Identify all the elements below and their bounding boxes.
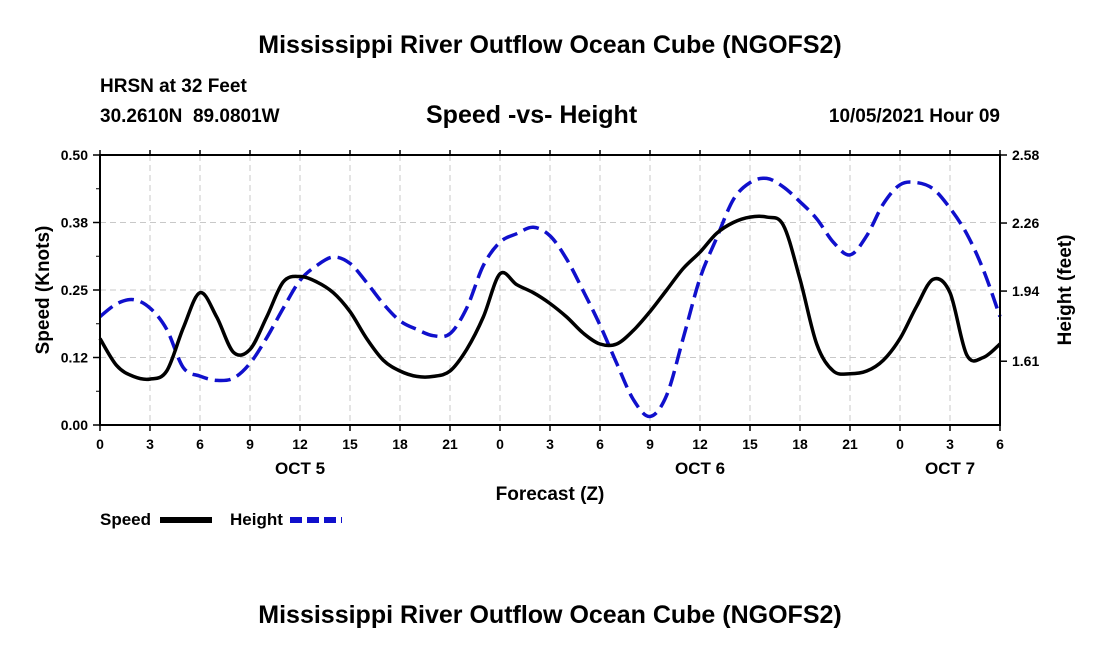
y2-tick-label: 2.58 — [1012, 147, 1039, 163]
y2-tick-label: 1.61 — [1012, 353, 1039, 369]
x-axis-label: Forecast (Z) — [496, 484, 605, 505]
x-tick-label: 0 — [896, 436, 904, 452]
y-tick-label: 0.00 — [61, 417, 88, 433]
x-tick-label: 3 — [546, 436, 554, 452]
x-tick-label: 6 — [196, 436, 204, 452]
x-tick-label: 21 — [842, 436, 858, 452]
x-tick-label: 0 — [496, 436, 504, 452]
y-tick-label: 0.12 — [61, 350, 88, 366]
legend-speed-label: Speed — [100, 510, 151, 529]
y2-tick-label: 2.26 — [1012, 215, 1039, 231]
footer-title: Mississippi River Outflow Ocean Cube (NG… — [258, 601, 842, 629]
y-tick-label: 0.50 — [61, 147, 88, 163]
x-tick-label: 6 — [996, 436, 1004, 452]
x-tick-label: 0 — [96, 436, 104, 452]
chart-grid — [100, 155, 1000, 425]
x-tick-label: 3 — [146, 436, 154, 452]
day-label: OCT 7 — [925, 459, 975, 478]
x-tick-label: 6 — [596, 436, 604, 452]
speed-series-line — [98, 214, 1002, 382]
y-tick-label: 0.38 — [61, 215, 88, 231]
x-tick-label: 15 — [342, 436, 358, 452]
legend: Speed Height — [100, 510, 342, 529]
y-axis-label: Speed (Knots) — [33, 226, 54, 355]
chart-main-title: Mississippi River Outflow Ocean Cube (NG… — [258, 31, 842, 59]
x-tick-label: 9 — [646, 436, 654, 452]
station-label: HRSN at 32 Feet — [100, 76, 247, 97]
height-series-line — [98, 176, 1002, 419]
legend-height-label: Height — [230, 510, 283, 529]
y2-axis-label: Height (feet) — [1055, 235, 1076, 346]
forecast-datetime: 10/05/2021 Hour 09 — [828, 106, 1000, 127]
day-label: OCT 6 — [675, 459, 725, 478]
x-tick-label: 18 — [792, 436, 808, 452]
x-tick-label: 12 — [292, 436, 308, 452]
chart-subtitle: Speed -vs- Height — [426, 101, 638, 129]
x-tick-label: 9 — [246, 436, 254, 452]
x-tick-label: 21 — [442, 436, 458, 452]
station-coordinates: 30.2610N 89.0801W — [100, 106, 280, 127]
x-tick-label: 3 — [946, 436, 954, 452]
day-label: OCT 5 — [275, 459, 325, 478]
x-tick-label: 18 — [392, 436, 408, 452]
y2-tick-label: 1.94 — [1012, 283, 1039, 299]
y-tick-label: 0.25 — [61, 282, 88, 298]
x-tick-label: 12 — [692, 436, 708, 452]
x-tick-label: 15 — [742, 436, 758, 452]
